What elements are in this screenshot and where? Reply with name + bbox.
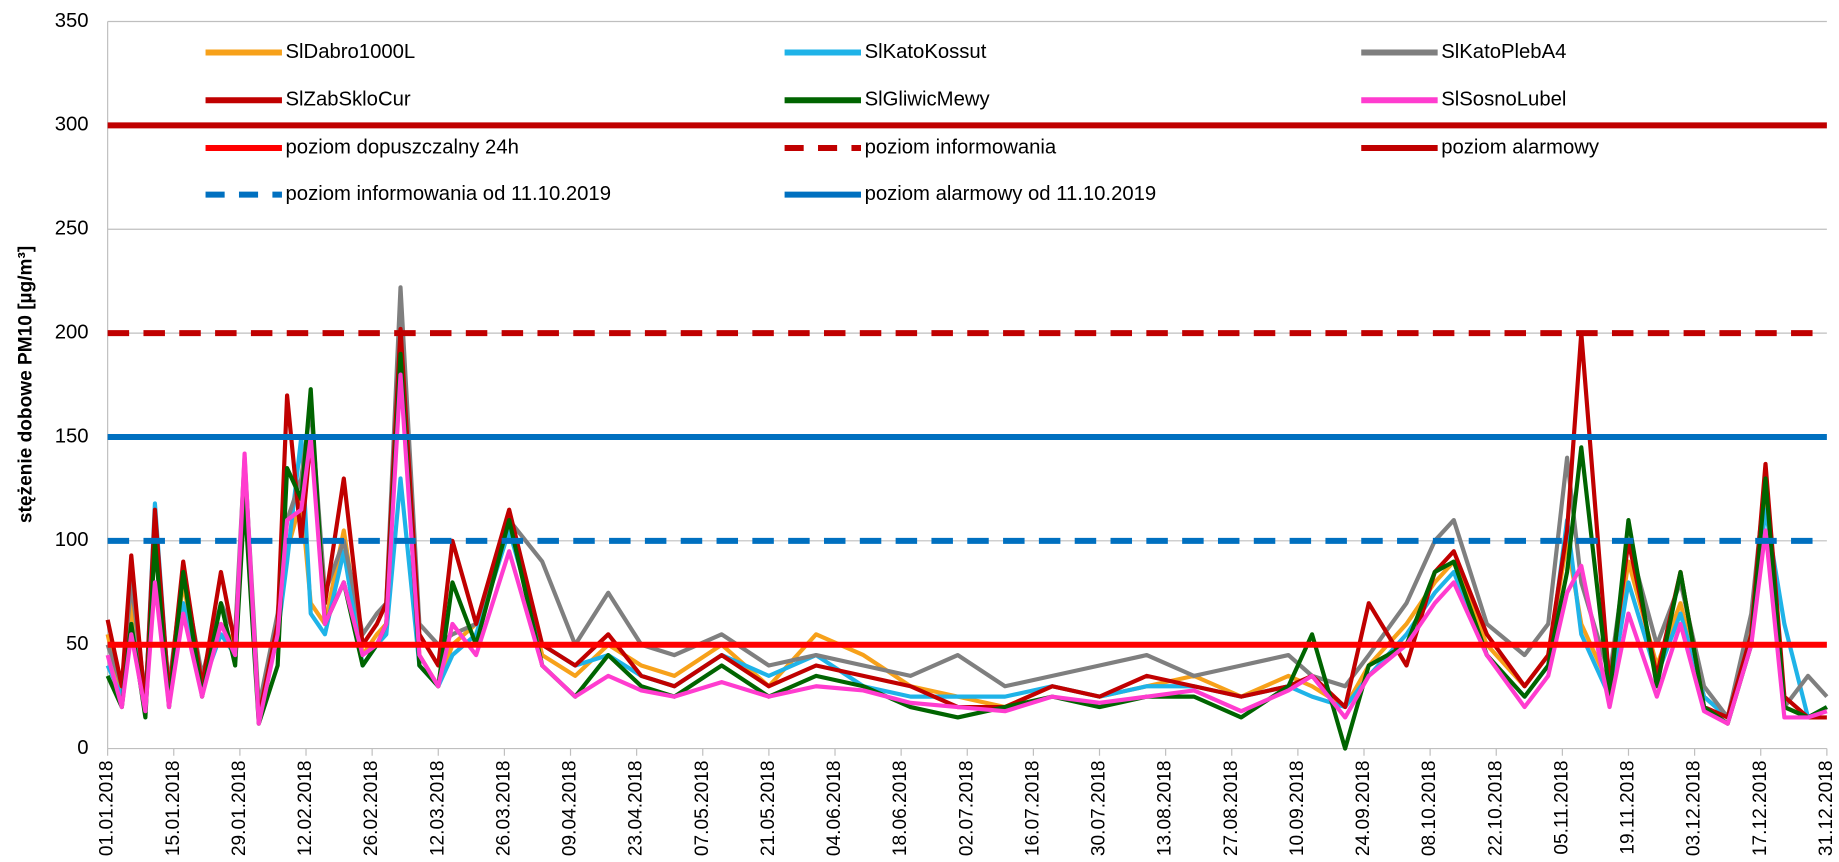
legend-label: SlDabro1000L: [286, 41, 416, 63]
x-tick-label: 07.05.2018: [692, 761, 713, 857]
x-tick-label: 10.09.2018: [1287, 761, 1308, 857]
x-tick-label: 16.07.2018: [1022, 761, 1043, 857]
y-tick-label: 250: [55, 218, 89, 240]
x-tick-label: 05.11.2018: [1551, 761, 1572, 855]
x-tick-label: 02.07.2018: [956, 761, 977, 857]
x-tick-label: 19.11.2018: [1618, 761, 1639, 855]
y-tick-label: 0: [77, 737, 88, 759]
legend-label: SlSosnoLubel: [1441, 89, 1566, 111]
x-tick-label: 03.12.2018: [1684, 761, 1705, 857]
x-tick-label: 17.12.2018: [1750, 761, 1771, 857]
legend-label: poziom alarmowy: [1441, 136, 1600, 158]
data-line: [105, 351, 1828, 751]
x-tick-label: 09.04.2018: [560, 761, 581, 857]
x-tick-label: 12.03.2018: [427, 761, 448, 857]
x-tick-label: 27.08.2018: [1221, 761, 1242, 857]
x-tick-label: 13.08.2018: [1155, 761, 1176, 857]
y-tick-label: 150: [55, 425, 89, 447]
x-tick-label: 21.05.2018: [758, 761, 779, 857]
legend-label: SlGliwicMewy: [865, 89, 991, 111]
x-tick-label: 30.07.2018: [1089, 761, 1110, 857]
x-tick-label: 04.06.2018: [824, 761, 845, 857]
x-tick-label: 01.01.2018: [97, 761, 118, 857]
legend-label: poziom alarmowy od 11.10.2019: [865, 183, 1157, 205]
x-tick-label: 31.12.2018: [1816, 761, 1837, 857]
legend-label: SlZabSkloCur: [286, 89, 411, 111]
y-tick-label: 300: [55, 114, 89, 136]
y-tick-label: 50: [66, 633, 89, 655]
x-tick-label: 08.10.2018: [1419, 761, 1440, 857]
y-tick-label: 100: [55, 529, 89, 551]
y-tick-label: 350: [55, 10, 89, 32]
x-tick-label: 29.01.2018: [229, 761, 250, 857]
y-tick-label: 200: [55, 321, 89, 343]
x-tick-label: 22.10.2018: [1485, 761, 1506, 857]
y-axis-label: stężenie dobowe PM10 [µg/m³]: [16, 246, 37, 523]
x-tick-label: 23.04.2018: [626, 761, 647, 857]
legend-label: SlKatoPlebA4: [1441, 41, 1566, 63]
x-tick-label: 26.03.2018: [493, 761, 514, 857]
x-tick-label: 24.09.2018: [1353, 761, 1374, 857]
x-tick-label: 18.06.2018: [890, 761, 911, 857]
x-tick-label: 12.02.2018: [295, 761, 316, 857]
legend-label: poziom informowania od 11.10.2019: [286, 183, 611, 205]
legend-label: poziom dopuszczalny 24h: [286, 136, 519, 158]
legend-label: poziom informowania: [865, 136, 1057, 158]
x-tick-label: 15.01.2018: [163, 761, 184, 857]
data-line: [105, 372, 1828, 726]
legend-label: SlKatoKossut: [865, 41, 987, 63]
x-tick-label: 26.02.2018: [361, 761, 382, 857]
